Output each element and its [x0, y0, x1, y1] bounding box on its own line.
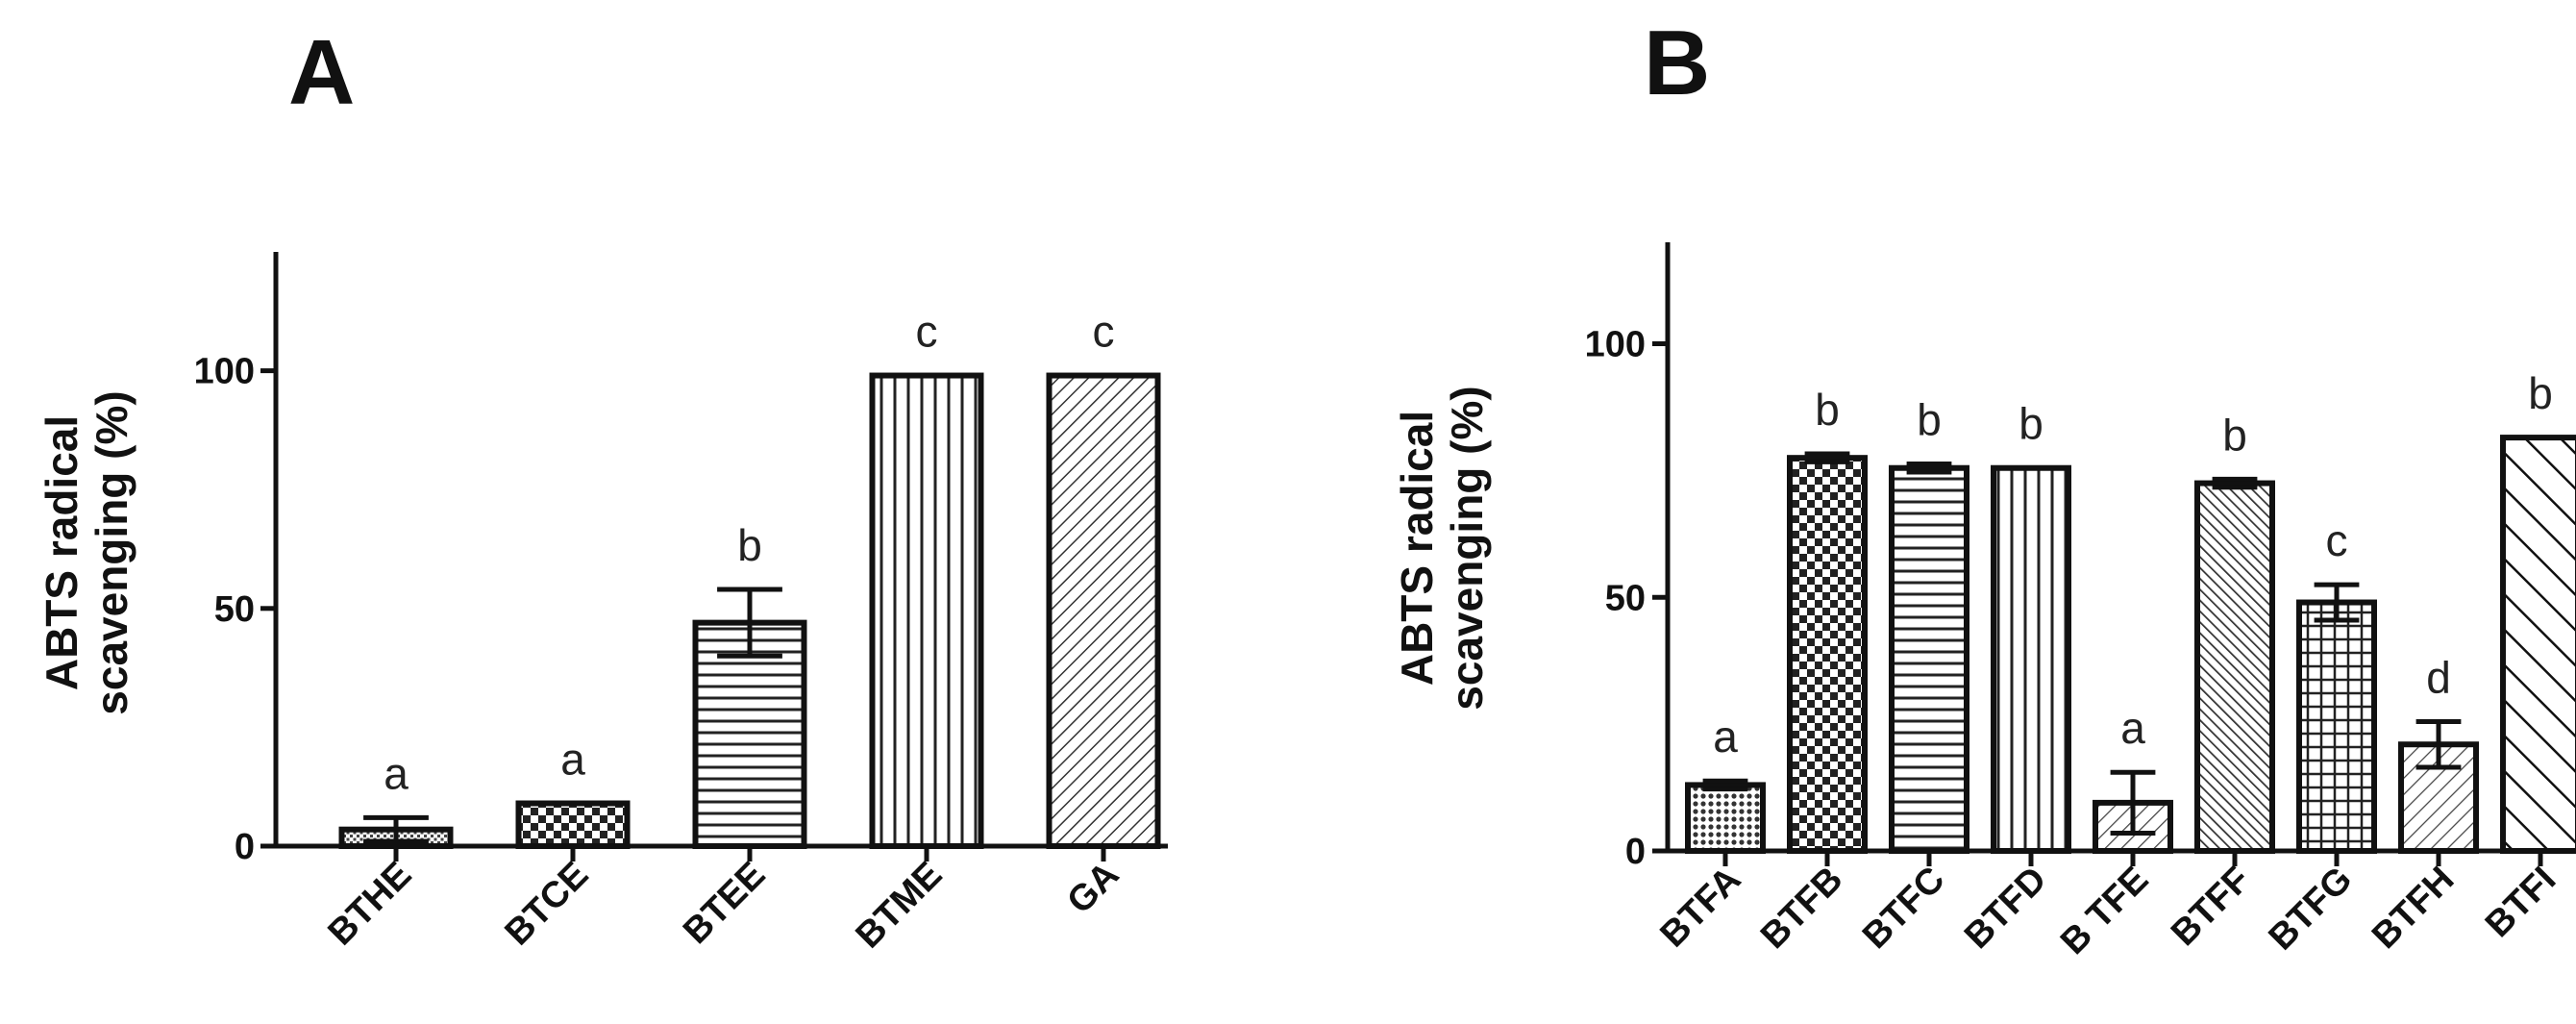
- x-tick-label: BTFD: [1957, 860, 2054, 957]
- significance-label: a: [2120, 703, 2145, 753]
- significance-label: b: [2222, 410, 2247, 460]
- bar-btfi: [2500, 435, 2576, 854]
- bar-btff: [2194, 480, 2275, 854]
- significance-label: c: [916, 307, 938, 357]
- x-tick-label: BTFG: [2262, 860, 2361, 959]
- panel-label-b: B: [1644, 12, 1710, 114]
- significance-label: b: [737, 520, 762, 570]
- significance-label: b: [2528, 368, 2553, 418]
- x-tick-label: BTHE: [321, 855, 420, 954]
- y-axis-label: ABTS radicalscavenging (%): [1392, 386, 1492, 710]
- bar-btme: [869, 372, 984, 849]
- bar-btfg: [2296, 599, 2377, 855]
- significance-label: b: [2019, 399, 2043, 449]
- y-axis-label: ABTS radicalscavenging (%): [37, 390, 136, 714]
- y-tick-label: 0: [235, 827, 255, 867]
- y-tick-label: 50: [214, 589, 255, 630]
- x-tick-label: BTEE: [676, 855, 773, 952]
- bar-ga: [1046, 372, 1161, 849]
- significance-label: c: [1093, 307, 1115, 357]
- x-tick-label: BTFC: [1855, 860, 1952, 957]
- x-tick-label: BTFI: [2478, 860, 2564, 945]
- y-tick-label: 100: [194, 352, 255, 392]
- bar-btfd: [1991, 464, 2071, 854]
- bar-btfc: [1889, 464, 1969, 854]
- significance-label: b: [1917, 395, 1942, 445]
- significance-label: b: [1815, 385, 1840, 435]
- x-tick-label: BTFB: [1753, 860, 1850, 957]
- bar-btce: [515, 800, 631, 850]
- y-tick-label: 0: [1625, 832, 1646, 872]
- significance-label: c: [2326, 515, 2348, 565]
- panel-label-a: A: [288, 21, 355, 124]
- chart-panel-a: 0 50 100 ABTS radicalscavenging (%) a BTHE a BT…: [37, 252, 1168, 956]
- x-tick-label: BTME: [849, 855, 951, 957]
- x-tick-label: BTCE: [498, 855, 597, 954]
- x-tick-label: BTFF: [2164, 860, 2258, 954]
- significance-label: d: [2426, 652, 2451, 702]
- y-tick-label: 50: [1605, 578, 1646, 618]
- y-tick-label: 100: [1585, 325, 1646, 365]
- significance-label: a: [1713, 712, 1738, 762]
- chart-panel-b: 0 50 100 ABTS radicalscavenging (%) a BTFA b BT…: [1392, 242, 2576, 962]
- x-tick-label: BTFH: [2365, 860, 2462, 957]
- x-tick-label: B TFE: [2053, 860, 2156, 962]
- x-tick-label: BTFA: [1653, 860, 1749, 956]
- bar-btee: [692, 619, 807, 850]
- significance-label: a: [560, 735, 585, 785]
- x-tick-label: GA: [1059, 855, 1127, 922]
- significance-label: a: [384, 748, 409, 798]
- bar-btfa: [1685, 782, 1766, 854]
- bar-btfb: [1787, 455, 1868, 854]
